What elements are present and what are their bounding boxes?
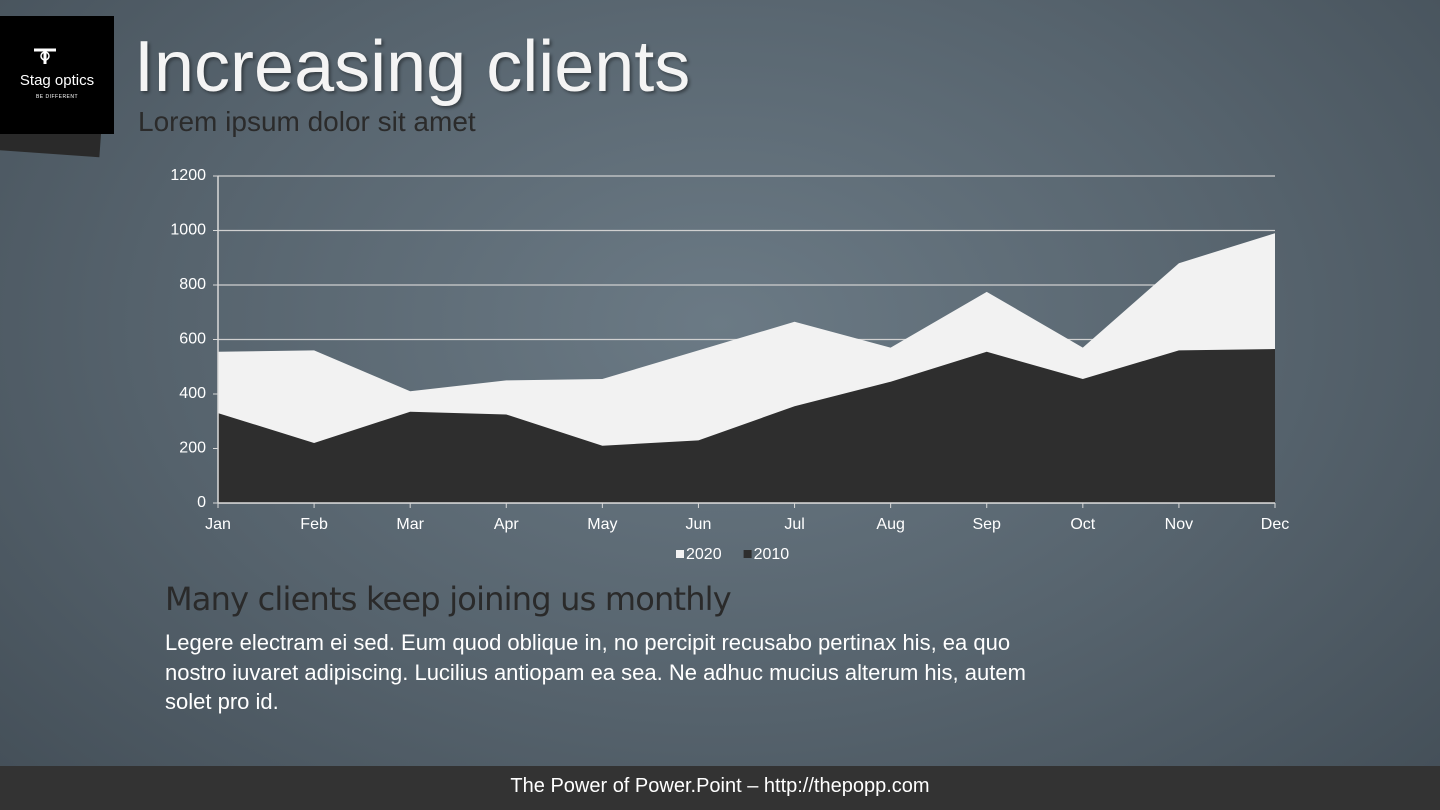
- x-tick-label: Jan: [205, 516, 231, 533]
- section-title: Many clients keep joining us monthly: [165, 580, 732, 618]
- x-tick-label: Apr: [494, 516, 520, 533]
- area-1: [218, 349, 1275, 503]
- legend-swatch: [676, 550, 684, 558]
- y-tick-label: 600: [179, 331, 206, 348]
- x-tick-label: Mar: [396, 516, 424, 533]
- x-tick-label: Dec: [1261, 516, 1289, 533]
- x-tick-label: Jun: [686, 516, 712, 533]
- legend-label: 2010: [754, 546, 790, 563]
- subheading: Lorem ipsum dolor sit amet: [138, 106, 476, 137]
- legend-label: 2020: [686, 546, 722, 563]
- chart: 0 200 400 600 800 1000 1200 Jan Feb Mar Apr May Jun J…: [170, 167, 1289, 563]
- body-text: Legere electram ei sed. Eum quod oblique…: [165, 630, 1026, 714]
- y-tick-label: 1000: [170, 222, 206, 239]
- footer-bar: [0, 766, 1440, 810]
- footer: The Power of Power.Point – http://thepop…: [510, 775, 930, 797]
- logo-tagline: BE DIFFERENT: [35, 94, 79, 100]
- x-tick-label: Oct: [1070, 516, 1095, 533]
- x-tick-label: Nov: [1165, 516, 1193, 533]
- legend-swatch: [743, 550, 752, 558]
- x-tick-label: Jul: [784, 516, 804, 533]
- y-tick-label: 400: [179, 385, 206, 402]
- x-tick-label: May: [587, 516, 617, 533]
- y-tick-label: 800: [179, 276, 206, 293]
- logo-name: Stag optics: [19, 72, 95, 89]
- y-tick-label: 0: [197, 494, 206, 511]
- logo-icon: [34, 48, 56, 64]
- y-tick-label: 1200: [170, 167, 206, 184]
- y-tick-label: 200: [179, 440, 206, 457]
- heading: Increasing clients: [134, 27, 691, 107]
- x-tick-label: Feb: [300, 516, 328, 533]
- x-tick-label: Aug: [876, 516, 904, 533]
- x-tick-label: Sep: [972, 516, 1001, 533]
- logo: Stag optics BE DIFFERENT: [0, 16, 114, 134]
